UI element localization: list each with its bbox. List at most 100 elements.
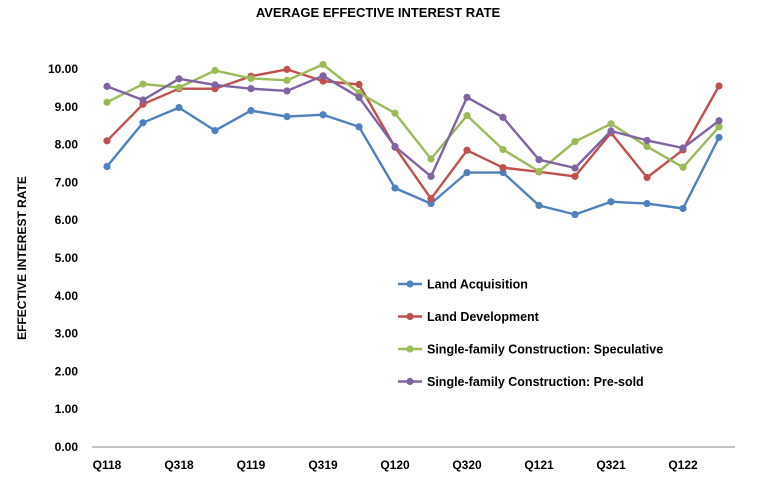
y-tick-label: 10.00 bbox=[48, 62, 78, 76]
x-tick-label: Q118 bbox=[93, 458, 122, 472]
data-point bbox=[139, 80, 147, 88]
x-tick-label: Q321 bbox=[596, 458, 626, 472]
y-tick-label: 7.00 bbox=[55, 175, 79, 189]
data-point bbox=[103, 137, 111, 145]
data-point bbox=[715, 133, 723, 142]
data-point bbox=[535, 156, 543, 164]
data-point bbox=[103, 98, 111, 106]
data-point bbox=[247, 106, 255, 115]
data-point bbox=[607, 127, 615, 135]
data-point bbox=[283, 65, 291, 73]
data-point bbox=[571, 164, 579, 172]
data-point bbox=[679, 144, 687, 152]
legend-label: Land Acquisition bbox=[427, 278, 528, 292]
x-tick-label: Q119 bbox=[237, 458, 266, 472]
data-point bbox=[715, 82, 723, 90]
legend-item: Single-family Construction: Pre-sold bbox=[398, 375, 644, 389]
data-point bbox=[211, 66, 219, 75]
data-point bbox=[643, 136, 651, 145]
legend-marker bbox=[406, 312, 414, 321]
data-point bbox=[391, 184, 399, 192]
x-tick-label: Q320 bbox=[452, 458, 482, 472]
data-point bbox=[643, 142, 651, 151]
series-2 bbox=[103, 65, 723, 203]
data-point bbox=[283, 113, 291, 121]
data-point bbox=[679, 204, 687, 213]
legend-label: Single-family Construction: Speculative bbox=[427, 343, 663, 357]
data-point bbox=[391, 109, 399, 117]
data-point bbox=[715, 117, 723, 125]
y-axis-label: EFFECTIVE INTEREST RATE bbox=[15, 176, 29, 340]
chart-title: AVERAGE EFFECTIVE INTEREST RATE bbox=[256, 5, 501, 20]
data-point bbox=[355, 80, 363, 89]
data-point bbox=[643, 173, 651, 182]
data-point bbox=[427, 155, 435, 163]
data-point bbox=[535, 167, 543, 176]
data-point bbox=[643, 199, 651, 208]
legend-marker bbox=[406, 377, 414, 386]
series-3 bbox=[103, 60, 723, 176]
y-tick-label: 2.00 bbox=[55, 364, 79, 378]
data-point bbox=[103, 162, 111, 171]
data-point bbox=[463, 168, 471, 177]
legend-marker bbox=[406, 280, 414, 288]
data-point bbox=[139, 96, 147, 104]
data-point bbox=[391, 142, 399, 151]
x-tick-label: Q120 bbox=[380, 458, 410, 472]
data-point bbox=[175, 103, 183, 112]
series-line bbox=[106, 74, 720, 178]
x-tick-label: Q318 bbox=[164, 458, 194, 472]
data-point bbox=[463, 146, 471, 154]
y-tick-label: 9.00 bbox=[55, 100, 79, 114]
series-4 bbox=[103, 72, 723, 180]
data-point bbox=[679, 163, 687, 171]
data-point bbox=[103, 82, 111, 90]
data-point bbox=[427, 172, 435, 180]
data-point bbox=[211, 127, 219, 135]
y-tick-label: 5.00 bbox=[55, 251, 79, 265]
data-point bbox=[211, 81, 219, 89]
y-tick-label: 0.00 bbox=[55, 440, 79, 454]
legend-item: Land Acquisition bbox=[398, 278, 528, 292]
x-tick-label: Q122 bbox=[668, 458, 698, 472]
data-point bbox=[355, 93, 363, 101]
y-tick-label: 8.00 bbox=[55, 138, 79, 152]
data-point bbox=[283, 87, 291, 95]
legend: Land Acquisition Land Development Single-f… bbox=[398, 278, 663, 389]
series-layer bbox=[103, 60, 723, 219]
data-point bbox=[427, 195, 435, 203]
data-point bbox=[571, 210, 579, 219]
series-line bbox=[106, 63, 720, 173]
y-tick-label: 1.00 bbox=[55, 402, 79, 416]
y-tick-label: 4.00 bbox=[55, 289, 79, 303]
data-point bbox=[247, 74, 255, 83]
data-point bbox=[283, 76, 291, 84]
data-point bbox=[463, 111, 471, 120]
legend-marker bbox=[406, 345, 414, 353]
x-tick-label: Q121 bbox=[524, 458, 554, 472]
data-point bbox=[175, 83, 183, 92]
data-point bbox=[319, 111, 327, 119]
y-tick-label: 3.00 bbox=[55, 327, 79, 341]
data-point bbox=[319, 77, 327, 85]
data-point bbox=[499, 113, 507, 121]
data-point bbox=[319, 60, 327, 69]
data-point bbox=[139, 119, 147, 127]
data-point bbox=[607, 198, 615, 206]
data-point bbox=[607, 120, 615, 128]
x-tick-label: Q319 bbox=[308, 458, 338, 472]
legend-label: Land Development bbox=[427, 310, 540, 324]
data-point bbox=[571, 172, 579, 180]
series-line bbox=[106, 106, 721, 216]
data-point bbox=[319, 72, 327, 80]
x-axis-ticks: Q118 Q318 Q119 Q319 Q120 Q320 Q121 Q321 Q122 bbox=[93, 458, 698, 472]
data-point bbox=[535, 201, 543, 210]
data-point bbox=[247, 85, 255, 93]
data-point bbox=[499, 145, 507, 154]
data-point bbox=[175, 75, 183, 83]
y-tick-label: 6.00 bbox=[55, 213, 79, 227]
data-point bbox=[715, 123, 723, 131]
data-point bbox=[571, 137, 579, 146]
legend-item: Single-family Construction: Speculative bbox=[398, 343, 663, 357]
